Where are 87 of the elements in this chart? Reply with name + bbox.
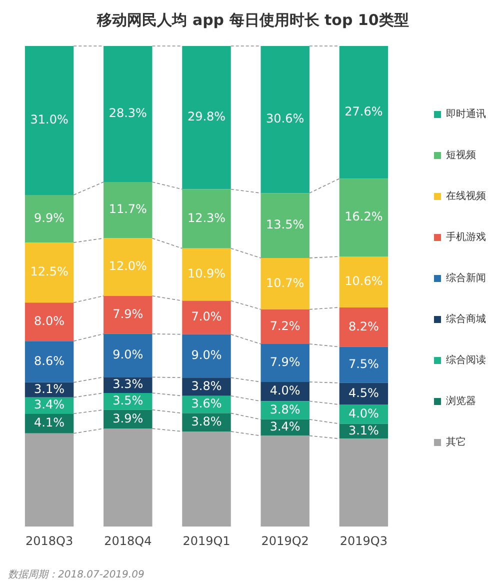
bar	[260, 193, 310, 258]
data-label: 28.3%	[108, 106, 147, 120]
bar	[24, 302, 74, 342]
data-label: 3.8%	[270, 402, 300, 416]
data-label: 7.9%	[270, 355, 300, 370]
data-label: 9.0%	[191, 348, 222, 362]
legend-label: 综合阅读	[446, 354, 486, 366]
bar	[104, 238, 152, 296]
data-label: 27.6%	[344, 104, 383, 118]
data-label: 29.8%	[187, 110, 226, 124]
data-label: 12.3%	[187, 210, 226, 225]
data-label: 12.0%	[108, 259, 147, 274]
bar	[339, 307, 388, 347]
bar	[182, 300, 231, 334]
bar	[24, 433, 74, 527]
data-label: 10.9%	[187, 266, 226, 281]
data-label: 4.5%	[348, 386, 379, 400]
bar	[260, 436, 310, 527]
x-tick-label: 2018Q3	[25, 534, 74, 548]
data-label: 8.6%	[34, 354, 65, 368]
chart-title: 移动网民人均 app 每日使用时长 top 10类型	[96, 10, 409, 29]
bar	[104, 334, 152, 378]
data-label: 3.5%	[112, 394, 144, 408]
bar	[260, 46, 310, 194]
bar	[260, 344, 310, 382]
data-label: 7.0%	[191, 310, 222, 324]
x-tick-label: 2019Q3	[340, 534, 388, 548]
data-label: 16.2%	[344, 210, 383, 224]
data-label: 12.5%	[30, 264, 68, 279]
data-label: 13.5%	[266, 218, 304, 232]
bar	[24, 341, 74, 382]
data-label: 31.0%	[30, 112, 68, 127]
legend-label: 其它	[446, 436, 466, 448]
bar	[24, 46, 74, 195]
x-tick-label: 2019Q1	[182, 534, 230, 548]
data-label: 8.2%	[348, 319, 379, 334]
data-label: 7.2%	[270, 318, 300, 333]
legend-label: 综合商城	[446, 313, 486, 326]
data-label: 9.9%	[34, 210, 65, 225]
bar	[104, 296, 152, 334]
data-label: 9.0%	[112, 348, 144, 362]
bar	[339, 438, 388, 527]
bar	[104, 428, 152, 527]
data-label: 30.6%	[266, 112, 304, 126]
data-label: 3.4%	[270, 420, 300, 434]
data-label: 4.0%	[348, 406, 379, 420]
data-label: 3.1%	[34, 382, 65, 396]
legend-label: 综合新闻	[446, 272, 486, 284]
legend-label: 浏览器	[446, 395, 476, 408]
text: 数据周期：2018.07-2019.09	[8, 568, 144, 581]
data-label: 3.4%	[34, 398, 65, 412]
data-label: 4.0%	[270, 384, 300, 398]
data-label: 8.0%	[34, 314, 65, 328]
x-tick-label: 2019Q2	[261, 534, 309, 548]
legend-label: 短视频	[446, 149, 476, 162]
data-label: 3.9%	[112, 411, 144, 426]
bar	[260, 258, 310, 310]
bar	[24, 194, 74, 243]
bar	[182, 46, 231, 190]
bar	[339, 346, 388, 383]
data-label: 7.5%	[348, 357, 379, 372]
data-label: 11.7%	[108, 202, 147, 216]
bar	[24, 242, 74, 303]
bar	[182, 189, 231, 248]
legend-label: 即时通讯	[446, 108, 486, 120]
data-label: 3.6%	[191, 396, 222, 411]
data-label: 3.8%	[191, 378, 222, 393]
data-label: 4.1%	[34, 416, 65, 430]
data-label: 7.9%	[112, 307, 144, 322]
bar	[182, 431, 231, 527]
bar	[104, 182, 152, 238]
x-tick-label: 2018Q4	[104, 534, 152, 548]
bar	[339, 46, 388, 179]
data-label: 10.7%	[266, 276, 304, 290]
data-label: 10.6%	[344, 274, 383, 288]
bar	[339, 256, 388, 308]
data-label: 3.3%	[112, 377, 144, 392]
bar	[104, 46, 152, 182]
bar	[339, 178, 388, 257]
legend-label: 手机游戏	[446, 231, 486, 244]
legend-label: 在线视频	[446, 190, 486, 202]
bar	[260, 309, 310, 344]
bar	[24, 414, 74, 434]
data-label: 3.8%	[191, 414, 222, 428]
bar	[182, 334, 231, 378]
data-label: 3.1%	[348, 423, 379, 438]
bar	[182, 248, 231, 301]
